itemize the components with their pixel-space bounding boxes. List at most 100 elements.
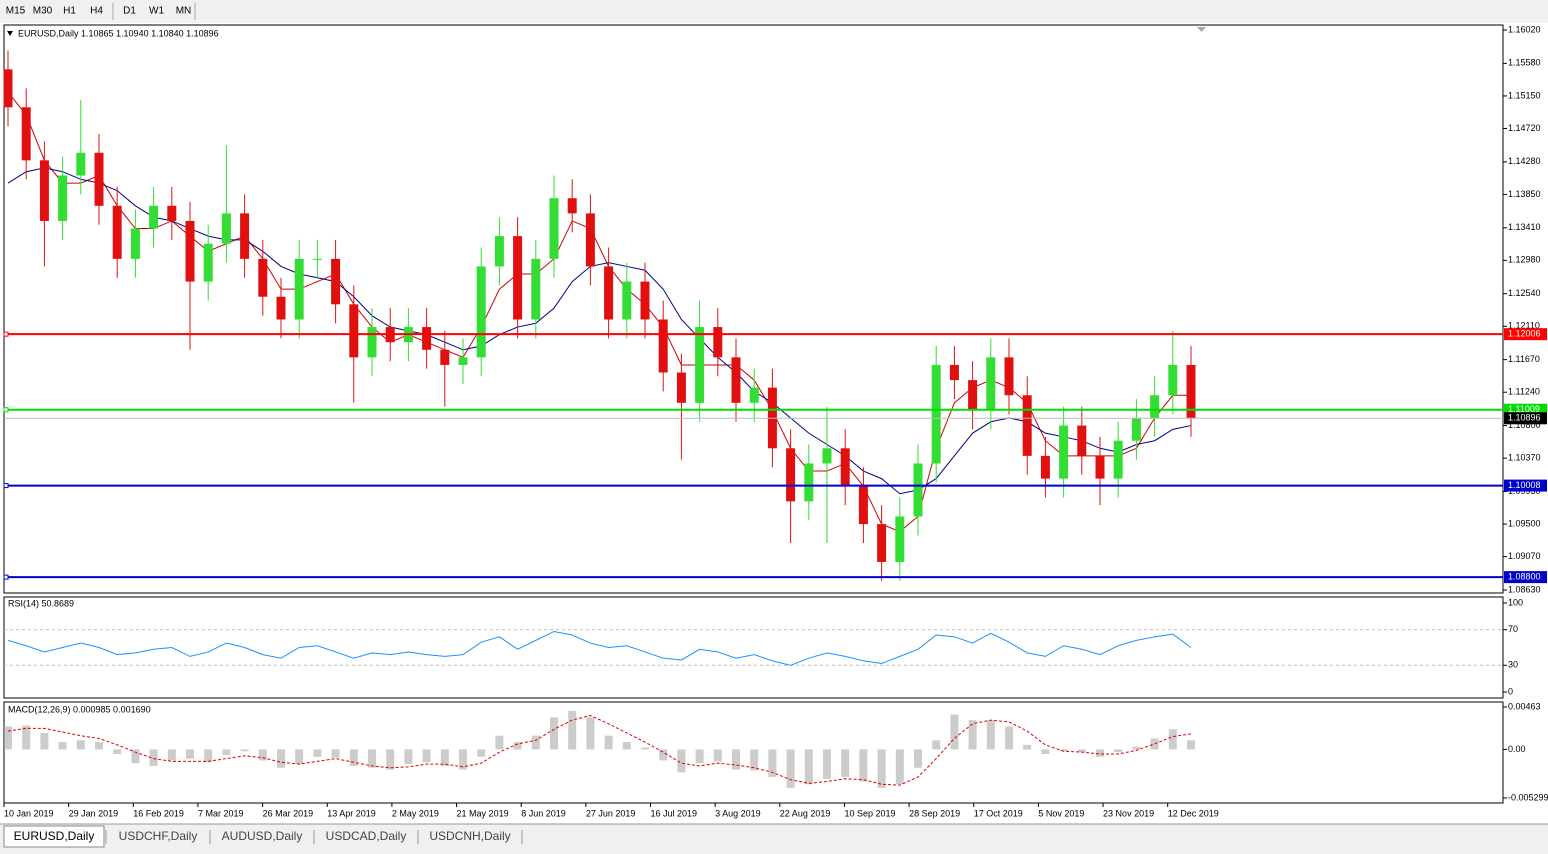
timeframe-label[interactable]: MN (176, 6, 192, 17)
macd-bar (331, 749, 340, 758)
macd-bar (404, 749, 413, 765)
macd-bar (986, 720, 995, 750)
macd-bar (859, 749, 868, 782)
level-price-label: 1.08800 (1508, 571, 1541, 581)
macd-bar (1096, 749, 1104, 757)
symbol-tab[interactable] (420, 826, 520, 847)
y-tick-label: 100 (1508, 597, 1523, 607)
candle-body (258, 258, 268, 297)
y-tick-label: 1.10370 (1508, 453, 1541, 463)
candle-body (276, 296, 286, 320)
y-tick-label: 0 (1508, 686, 1513, 696)
macd-bar (149, 749, 158, 766)
x-tick-label: 16 Feb 2019 (133, 808, 184, 818)
symbol-tab-label[interactable]: USDCHF,Daily (119, 829, 198, 843)
level-price-box (1504, 328, 1547, 341)
macd-bar (695, 749, 704, 764)
candle-body (877, 524, 887, 562)
y-tick-label: 30 (1508, 660, 1518, 670)
candle-body (494, 236, 504, 267)
y-tick-label: 1.13850 (1508, 189, 1541, 199)
macd-bar (1168, 729, 1177, 750)
macd-signal (7, 714, 1192, 786)
level-price-label: 1.12006 (1508, 329, 1541, 339)
timeframe-label[interactable]: M30 (33, 6, 53, 17)
symbol-tab[interactable] (108, 826, 208, 847)
candle-body (1022, 395, 1032, 456)
macd-bar (932, 740, 941, 750)
macd-bar (76, 740, 85, 750)
candle-body (986, 357, 996, 411)
candle-body (240, 213, 250, 259)
timeframe-button[interactable] (3, 2, 28, 20)
x-tick-label: 10 Jan 2019 (4, 808, 54, 818)
rsi-line (7, 630, 1192, 666)
candle-body (21, 107, 31, 161)
candle-body (1131, 417, 1141, 441)
macd-bar (1041, 749, 1050, 755)
symbol-tab[interactable] (316, 826, 416, 847)
candle-body (658, 319, 668, 373)
candle-body (76, 152, 86, 176)
macd-bar (477, 749, 486, 757)
symbol-tab-label[interactable]: USDCAD,Daily (326, 829, 407, 843)
macd-bar (1023, 744, 1032, 750)
level-handle (3, 407, 9, 413)
timeframe-button[interactable] (57, 2, 82, 20)
macd-bar (568, 710, 577, 750)
symbol-tab-label[interactable]: USDCNH,Daily (429, 829, 510, 843)
y-tick-label: -0.005299 (1508, 792, 1548, 802)
level-price-label: 1.11009 (1508, 404, 1540, 414)
y-tick-label: 1.12980 (1508, 255, 1541, 265)
timeframe-button[interactable] (117, 2, 142, 20)
candle-body (549, 198, 559, 259)
candle-body (367, 327, 377, 358)
y-tick-label: 0.00 (1508, 744, 1526, 754)
symbol-tab-label[interactable]: EURUSD,Daily (14, 829, 95, 843)
timeframe-label[interactable]: D1 (123, 6, 136, 17)
symbol-tab-label[interactable]: AUDUSD,Daily (222, 829, 303, 843)
x-tick-label: 17 Oct 2019 (974, 808, 1023, 818)
candle-body (585, 213, 595, 267)
x-tick-label: 8 Jun 2019 (521, 808, 566, 818)
macd-bar (277, 749, 285, 768)
macd-bar (786, 749, 795, 788)
macd-bar (1187, 740, 1195, 750)
macd-bar (677, 749, 686, 773)
timeframe-button[interactable] (144, 2, 169, 20)
timeframe-label[interactable]: H1 (63, 6, 76, 17)
macd-bar (768, 749, 777, 777)
timeframe-label[interactable]: W1 (149, 6, 164, 17)
macd-bar (659, 749, 668, 761)
symbol-tab[interactable] (3, 825, 105, 848)
rsi-panel (3, 596, 1504, 699)
x-tick-label: 26 Mar 2019 (263, 808, 314, 818)
candle-body (167, 205, 177, 221)
macd-bar (841, 749, 850, 777)
macd-bar (313, 749, 322, 757)
y-tick-label: 0.00463 (1508, 701, 1541, 711)
y-tick-label: 1.12540 (1508, 288, 1541, 298)
candle-body (1095, 455, 1105, 479)
macd-bar (1059, 749, 1068, 752)
candle-body (39, 160, 49, 221)
timeframe-button[interactable] (30, 2, 55, 20)
macd-bar (604, 735, 613, 750)
timeframe-button[interactable] (171, 2, 196, 20)
macd-bar (167, 749, 176, 761)
macd-bar (513, 742, 522, 750)
macd-bar (240, 749, 249, 752)
candle-body (567, 198, 577, 214)
candle-body (531, 258, 541, 320)
macd-bar (895, 749, 904, 785)
header-arrow (7, 31, 13, 36)
x-tick-label: 10 Sep 2019 (844, 808, 895, 818)
symbol-tab[interactable] (212, 826, 312, 847)
timeframe-label[interactable]: M15 (6, 6, 26, 17)
candle-body (676, 372, 686, 403)
y-tick-label: 1.10800 (1508, 420, 1541, 430)
candle-body (58, 175, 68, 221)
y-tick-label: 70 (1508, 624, 1518, 634)
timeframe-label[interactable]: H4 (90, 6, 103, 17)
timeframe-button[interactable] (84, 2, 109, 20)
